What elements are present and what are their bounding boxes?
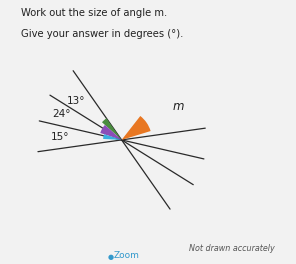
Text: Not drawn accurately: Not drawn accurately	[189, 244, 275, 253]
Wedge shape	[102, 118, 122, 140]
Text: ●: ●	[108, 254, 114, 260]
Text: Work out the size of angle m.: Work out the size of angle m.	[21, 8, 168, 18]
Text: 13°: 13°	[67, 96, 86, 106]
Wedge shape	[100, 125, 122, 140]
Text: m: m	[173, 101, 184, 114]
Wedge shape	[103, 134, 122, 140]
Text: Give your answer in degrees (°).: Give your answer in degrees (°).	[21, 29, 184, 39]
Wedge shape	[122, 116, 151, 140]
Text: Zoom: Zoom	[114, 251, 140, 260]
Text: 15°: 15°	[51, 132, 70, 142]
Text: 24°: 24°	[52, 109, 70, 119]
